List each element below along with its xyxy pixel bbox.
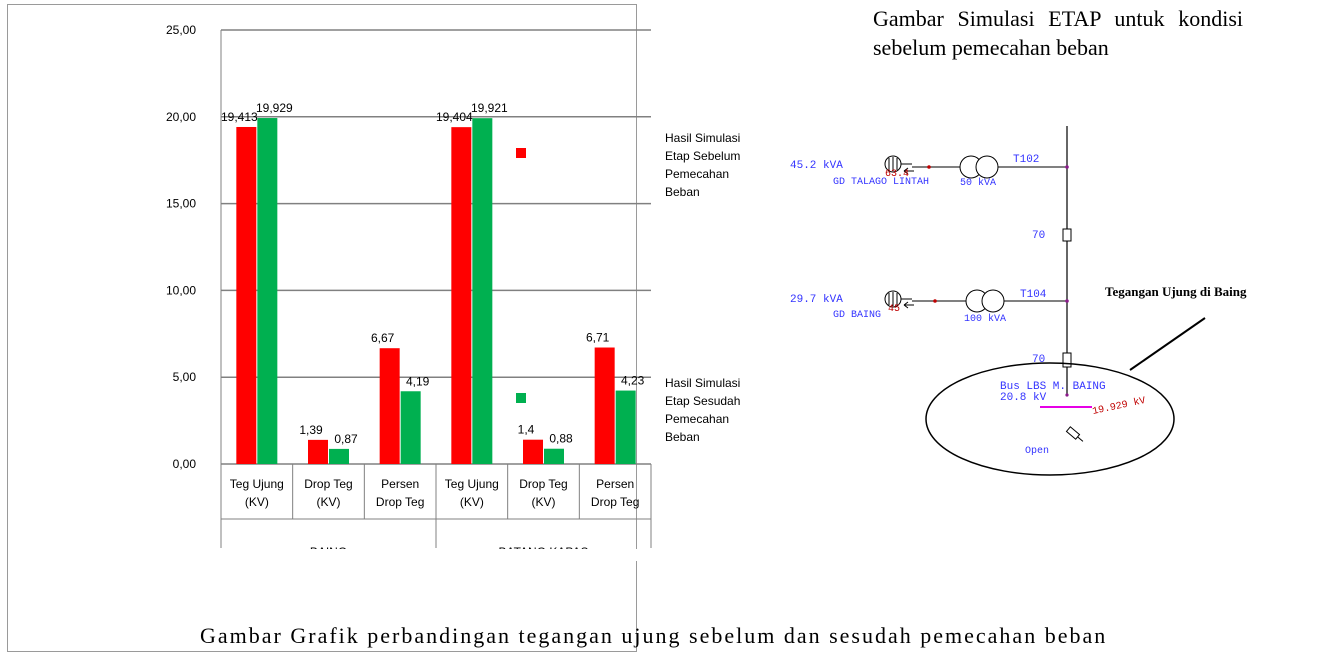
- bus-voltage: 19.929 kV: [1091, 395, 1146, 418]
- switch-state: Open: [1025, 446, 1049, 457]
- data-label: 6,71: [586, 331, 610, 345]
- data-label: 0,87: [334, 432, 358, 446]
- bar-sesudah: [615, 390, 636, 464]
- data-label: 19,929: [256, 101, 293, 115]
- data-label: 19,404: [436, 110, 473, 124]
- chart-axis: 0,00 5,00 10,00 15,00 20,00 25,00 Teg Ujung (KV…: [166, 23, 652, 561]
- bar-sebelum: [594, 347, 615, 464]
- category-label: Persen: [596, 477, 634, 491]
- annotation-label: Tegangan Ujung di Baing: [1105, 284, 1247, 299]
- trafo2-id: T104: [1020, 289, 1047, 301]
- cable-symbol-1: [1062, 228, 1072, 242]
- bar-sebelum: [308, 439, 328, 464]
- switch-symbol: [1065, 426, 1084, 442]
- legend-label: Hasil Simulasi: [665, 131, 740, 145]
- trafo1-id: T102: [1013, 154, 1039, 166]
- category-label: Persen: [381, 477, 419, 491]
- flow-arrow-2: [903, 301, 914, 309]
- y-tick-label: 25,00: [166, 23, 196, 37]
- category-label: Teg Ujung: [445, 477, 499, 491]
- transformer-symbol-1: [959, 155, 999, 179]
- chart-labels: 19,413 1,39 6,67 19,404 1,4 6,71 19,929 0,87 4,1…: [221, 101, 645, 446]
- bar-sebelum: [523, 439, 543, 464]
- data-label: 0,88: [549, 432, 573, 446]
- cable2-label: 70: [1032, 354, 1045, 366]
- category-label: (KV): [245, 495, 269, 509]
- data-label: 4,19: [406, 374, 430, 388]
- data-label: 1,4: [518, 423, 535, 437]
- category-label: (KV): [460, 495, 484, 509]
- bar-sebelum: [451, 127, 472, 465]
- load-symbol-2: [884, 290, 912, 308]
- legend-label: Etap Sebelum: [665, 149, 740, 163]
- highlight-ellipse: [925, 362, 1175, 476]
- trafo1-rating: 50 kVA: [960, 177, 996, 189]
- bus-kv: 20.8 kV: [1000, 392, 1047, 404]
- category-label: Drop Teg: [376, 495, 424, 509]
- category-label: (KV): [317, 495, 341, 509]
- legend-label: Hasil Simulasi: [665, 376, 740, 390]
- chart-bars: [236, 118, 636, 465]
- annotation-pointer: [1129, 317, 1206, 371]
- load2-name: GD BAING: [833, 310, 881, 321]
- branch-node-1: [1065, 165, 1069, 169]
- legend-label: Pemecahan: [665, 412, 729, 426]
- category-label: Drop Teg: [304, 477, 352, 491]
- load-node-2: [933, 299, 937, 303]
- branch-node-2: [1065, 299, 1069, 303]
- bus-name: Bus LBS M. BAING: [1000, 381, 1106, 393]
- bar-sesudah: [400, 391, 421, 464]
- trafo2-rating: 100 kVA: [964, 313, 1006, 325]
- y-tick-label: 5,00: [173, 370, 197, 384]
- data-label: 6,67: [371, 331, 395, 345]
- load-symbol-1: [884, 155, 912, 173]
- load1-name: GD TALAGO LINTAH: [833, 177, 929, 188]
- figure-caption: Gambar Grafik perbandingan tegangan ujun…: [200, 623, 1108, 648]
- category-label: Drop Teg: [591, 495, 639, 509]
- legend-label: Pemecahan: [665, 167, 729, 181]
- y-tick-label: 0,00: [173, 457, 197, 471]
- bar-sebelum: [379, 348, 400, 464]
- chart-grid: [221, 29, 651, 465]
- bar-sesudah: [329, 448, 349, 464]
- flow-arrow-1: [903, 167, 914, 175]
- y-tick-label: 10,00: [166, 283, 196, 297]
- data-label: 4,23: [621, 374, 645, 388]
- cable-symbol-2: [1062, 352, 1072, 368]
- load2-value: 45: [888, 304, 900, 315]
- group-label-clip: [223, 549, 649, 561]
- transformer-symbol-2: [965, 289, 1005, 313]
- load1-value: 63.4: [885, 169, 909, 180]
- legend-swatch: [516, 393, 526, 403]
- etap-figure-title: Gambar Simulasi ETAP untuk kondisi sebel…: [873, 6, 1243, 60]
- cable1-label: 70: [1032, 230, 1045, 242]
- load-node-1: [927, 165, 931, 169]
- category-label: (KV): [532, 495, 556, 509]
- legend-label: Etap Sesudah: [665, 394, 740, 408]
- y-tick-label: 20,00: [166, 110, 196, 124]
- bar-sesudah: [257, 118, 278, 464]
- chart-legend: Hasil Simulasi Etap Sebelum Pemecahan Beban…: [516, 131, 740, 444]
- legend-label: Beban: [665, 430, 700, 444]
- y-tick-label: 15,00: [166, 197, 196, 211]
- category-label: Drop Teg: [519, 477, 567, 491]
- legend-swatch: [516, 148, 526, 158]
- data-label: 1,39: [299, 423, 323, 437]
- data-label: 19,921: [471, 101, 508, 115]
- bar-sesudah: [544, 448, 564, 464]
- bar-sesudah: [472, 118, 493, 464]
- bar-sebelum: [236, 126, 257, 464]
- data-label: 19,413: [221, 110, 258, 124]
- bar-chart: 19,413 1,39 6,67 19,404 1,4 6,71 19,929 0,87 4,1…: [166, 23, 740, 561]
- category-label: Teg Ujung: [230, 477, 284, 491]
- legend-label: Beban: [665, 185, 700, 199]
